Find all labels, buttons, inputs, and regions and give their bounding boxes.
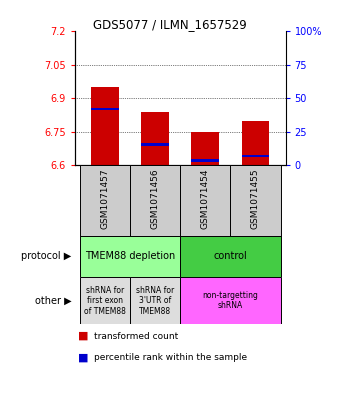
Text: protocol ▶: protocol ▶	[21, 252, 71, 261]
Bar	[191, 159, 219, 162]
Bar	[80, 236, 180, 277]
Bar	[91, 108, 119, 110]
Text: transformed count: transformed count	[94, 332, 178, 340]
Bar	[80, 277, 130, 324]
Bar	[180, 277, 280, 324]
Text: TMEM88 depletion: TMEM88 depletion	[85, 252, 175, 261]
Bar	[180, 165, 231, 236]
Text: non-targetting
shRNA: non-targetting shRNA	[202, 291, 258, 310]
Text: other ▶: other ▶	[35, 296, 71, 306]
Text: GSM1071457: GSM1071457	[100, 169, 109, 229]
Bar	[80, 165, 130, 236]
Bar	[180, 236, 280, 277]
Bar	[91, 87, 119, 165]
Bar	[231, 165, 280, 236]
Text: GSM1071456: GSM1071456	[151, 169, 159, 229]
Text: shRNA for
first exon
of TMEM88: shRNA for first exon of TMEM88	[84, 286, 126, 316]
Bar	[242, 121, 269, 165]
Bar	[130, 277, 180, 324]
Text: percentile rank within the sample: percentile rank within the sample	[94, 353, 246, 362]
Text: GSM1071455: GSM1071455	[251, 169, 260, 229]
Bar	[141, 143, 169, 146]
Text: GDS5077 / ILMN_1657529: GDS5077 / ILMN_1657529	[93, 18, 247, 31]
Text: ■: ■	[78, 353, 92, 363]
Text: GSM1071454: GSM1071454	[201, 169, 210, 229]
Text: shRNA for
3'UTR of
TMEM88: shRNA for 3'UTR of TMEM88	[136, 286, 174, 316]
Bar	[191, 132, 219, 165]
Bar	[242, 154, 269, 157]
Bar	[130, 165, 180, 236]
Bar	[141, 112, 169, 165]
Text: ■: ■	[78, 331, 92, 341]
Text: control: control	[214, 252, 247, 261]
